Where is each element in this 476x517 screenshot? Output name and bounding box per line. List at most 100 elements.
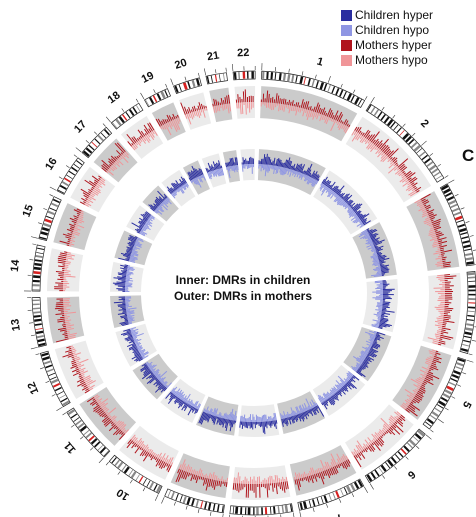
bar-mothers-hypo [193,111,196,116]
cytoband [390,121,396,129]
bar-children-hyper [112,282,126,285]
bar-mothers-hypo [366,141,372,149]
bar-children-hyper [151,375,156,379]
bar-children-hyper [118,308,127,311]
bar-mothers-hyper [166,119,169,123]
bar-mothers-hyper [282,481,286,493]
bar-mothers-hypo [115,420,121,426]
bar-children-hyper [307,169,312,177]
bar-children-hypo [306,176,310,181]
cytoband [323,83,328,91]
chromosome-label-20: 20 [173,57,188,72]
bar-children-hyper [379,319,388,323]
cytoband [94,441,101,448]
tick-mark [412,132,416,137]
bar-children-hyper [122,275,127,278]
tick-mark [39,367,44,370]
bar-mothers-hypo [319,113,321,116]
bar-mothers-hypo [325,117,330,125]
bar-mothers-hypo [138,140,142,144]
bar-children-hyper [299,166,303,173]
bar-children-hypo [188,399,193,405]
bar-mothers-hypo [96,183,103,188]
tick-mark [161,497,165,504]
bar-children-hyper [324,179,330,186]
bar-children-hyper [212,415,216,423]
bar-children-hyper [380,316,384,318]
cytoband [146,480,151,487]
bar-children-hypo [377,318,381,320]
bar-mothers-hypo [330,118,333,122]
tick-mark [402,123,406,127]
bar-children-hypo [370,254,378,258]
bar-mothers-hypo [367,140,371,144]
bar-mothers-hypo [410,191,417,197]
bar-children-hypo [312,404,315,408]
bar-mothers-hypo [388,162,395,169]
bar-mothers-hyper [313,474,318,482]
bar-mothers-hyper [413,185,417,189]
bar-mothers-hyper [284,99,287,105]
bar-children-hyper [190,170,196,179]
bar-children-hyper [359,213,370,221]
bar-mothers-hyper [414,187,418,190]
cytoband [428,164,437,171]
bar-mothers-hyper [320,471,325,480]
bar-mothers-hypo [152,130,155,135]
bar-mothers-hyper [420,193,431,201]
bar-children-hypo [200,175,203,179]
bar-mothers-hypo [301,108,304,111]
bar-mothers-hypo [381,429,385,433]
bar-mothers-hyper [442,261,451,264]
bar-children-hypo [235,165,238,173]
bar-mothers-hypo [66,257,74,260]
bar-mothers-hypo [74,225,78,228]
bar-mothers-hyper [440,249,453,254]
bar-mothers-hyper [435,232,443,236]
bar-mothers-hypo [235,477,237,484]
bar-mothers-hypo [297,107,300,112]
bar-children-hypo [190,401,194,406]
cytoband [346,485,352,494]
bar-children-hypo [292,170,295,176]
bar-mothers-hyper [319,472,325,485]
chromosome-label-5: 5 [460,399,473,410]
bar-mothers-hypo [293,476,296,480]
bar-mothers-hyper [309,106,312,111]
bar-mothers-hyper [82,192,90,197]
bar-children-hypo [195,405,198,409]
bar-children-hyper [362,221,367,225]
cytoband [33,275,41,279]
bar-mothers-hyper [341,121,344,124]
cytoband [441,184,449,191]
bar-mothers-hypo [109,167,115,172]
bar-mothers-hyper [108,158,115,164]
bar-children-hyper [150,204,157,210]
bar-mothers-hyper [158,459,163,466]
bar-mothers-hyper [442,320,455,323]
bar-mothers-hyper [435,350,439,353]
bar-mothers-hyper [217,101,220,106]
bar-children-hypo [374,323,380,326]
bar-children-hypo [361,229,367,234]
bar-children-hypo [272,416,275,421]
bar-children-hypo [295,406,299,415]
tick-mark [340,83,343,88]
cytoband [448,381,456,386]
bar-children-hyper [218,417,222,425]
bar-mothers-hyper [441,329,446,332]
bar-children-hyper [281,162,284,168]
bar-children-hyper [307,410,310,414]
bar-children-hypo [331,191,335,195]
center-label-inner: Inner: DMRs in children [175,273,311,287]
bar-mothers-hypo [396,415,399,419]
tick-mark [51,394,56,397]
bar-children-hypo [373,274,382,278]
bar-children-hyper [346,199,352,204]
bar-children-hypo [177,188,181,191]
bar-mothers-hyper [312,474,315,479]
bar-children-hypo [147,220,153,225]
bar-children-hypo [360,351,368,356]
bar-mothers-hyper [166,463,169,467]
cytoband [247,507,251,515]
